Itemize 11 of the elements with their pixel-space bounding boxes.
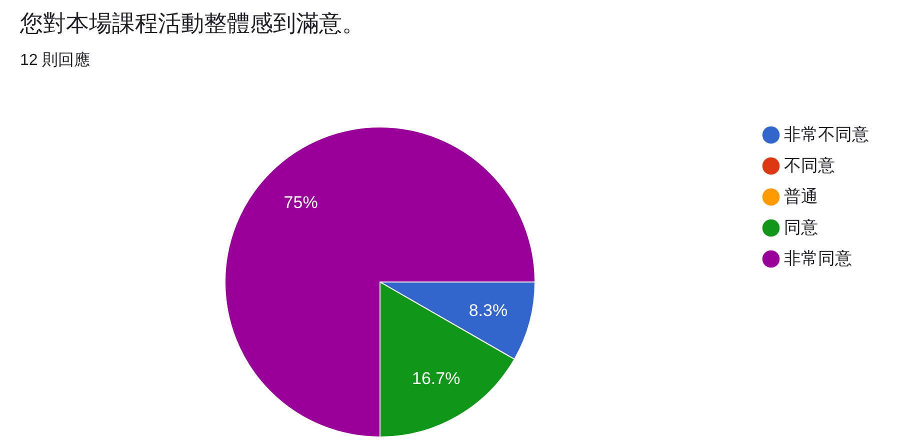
data-label: 75% bbox=[284, 192, 318, 212]
text: 12 則回應 bbox=[20, 50, 90, 71]
data-label: 16.7% bbox=[412, 368, 460, 388]
pie-slice bbox=[224, 126, 536, 438]
data-label: 8.3% bbox=[468, 300, 508, 320]
legend-label: 不同意 bbox=[784, 156, 835, 175]
legend-label: 普通 bbox=[784, 187, 818, 206]
legend-label: 非常同意 bbox=[784, 249, 852, 268]
chart-title: 您對本場課程活動整體感到滿意。 bbox=[20, 9, 365, 38]
legend-label: 同意 bbox=[784, 218, 818, 237]
legend-label: 非常不同意 bbox=[784, 125, 869, 144]
